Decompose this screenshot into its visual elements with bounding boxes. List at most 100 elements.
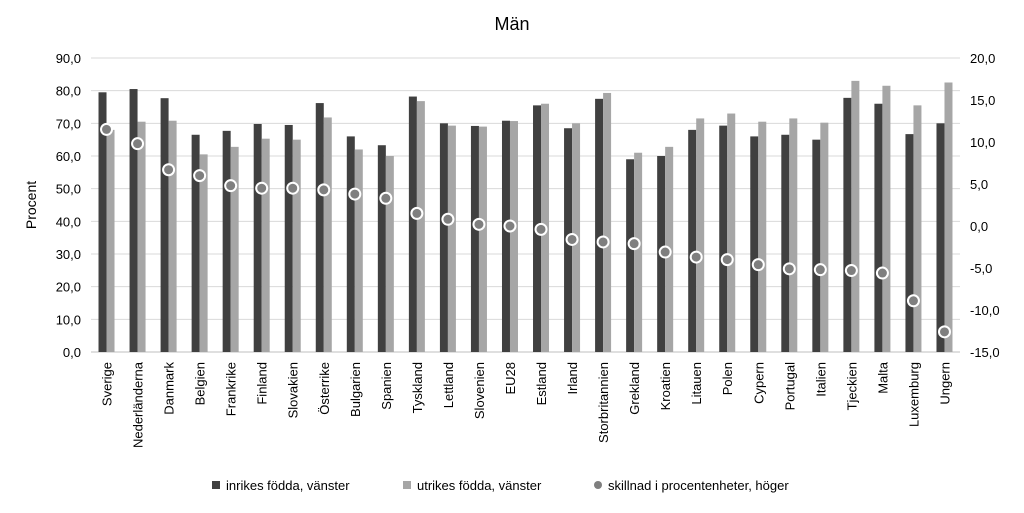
bar-inrikes	[905, 134, 914, 352]
difference-point	[348, 187, 362, 201]
category-label: Nederländerna	[131, 361, 146, 448]
right-tick-label: -10,0	[970, 303, 1000, 318]
difference-point	[596, 235, 610, 249]
bar-inrikes	[719, 125, 728, 353]
left-tick-label: 20,0	[56, 280, 81, 295]
bar-utrikes	[168, 120, 177, 352]
left-tick-label: 30,0	[56, 247, 81, 262]
bar-utrikes	[230, 146, 239, 352]
left-tick-label: 80,0	[56, 84, 81, 99]
legend: inrikes födda, vänster utrikes födda, vän…	[212, 478, 789, 493]
category-label: Luxemburg	[906, 362, 921, 427]
legend-swatch	[594, 481, 602, 489]
category-label: Bulgarien	[348, 362, 363, 417]
right-axis-ticks: -15,0 -10,0 -5,0 0,0 5,0 10,0 15,0 20,0	[970, 51, 1000, 360]
category-label: Tyskland	[410, 362, 425, 413]
category-label: Lettland	[441, 362, 456, 408]
category-labels: Sverige Nederländerna Danmark Belgien Frankr…	[100, 361, 953, 448]
category-label: Österrike	[317, 362, 332, 415]
legend-swatch	[212, 481, 220, 489]
bar-utrikes	[820, 122, 829, 353]
bar-inrikes	[688, 129, 697, 352]
difference-point	[906, 294, 920, 308]
difference-point	[658, 245, 672, 259]
chart-title: Män	[494, 14, 529, 34]
bar-inrikes	[750, 136, 759, 352]
bar-inrikes	[936, 123, 945, 352]
right-tick-label: 20,0	[970, 51, 995, 66]
left-tick-label: 50,0	[56, 182, 81, 197]
difference-point	[379, 191, 393, 205]
bars	[98, 80, 953, 353]
difference-point	[627, 237, 641, 251]
category-label: Slovakien	[286, 362, 301, 418]
category-label: Belgien	[193, 362, 208, 405]
bar-inrikes	[98, 92, 107, 353]
difference-point	[844, 264, 858, 278]
difference-point	[720, 253, 734, 267]
category-label: Irland	[565, 362, 580, 395]
category-label: Italien	[813, 362, 828, 397]
bar-utrikes	[199, 154, 208, 352]
bar-utrikes	[727, 113, 736, 353]
gridlines	[91, 57, 960, 353]
bar-inrikes	[129, 89, 138, 353]
bar-inrikes	[222, 130, 231, 352]
bar-utrikes	[851, 80, 860, 352]
difference-point	[937, 325, 951, 339]
bar-utrikes	[292, 139, 301, 352]
left-tick-label: 0,0	[63, 345, 81, 360]
points	[100, 122, 951, 339]
y-axis-label: Procent	[23, 181, 39, 229]
bar-utrikes	[354, 149, 363, 352]
bar-utrikes	[758, 121, 767, 352]
bar-inrikes	[843, 97, 852, 352]
right-tick-label: -15,0	[970, 345, 1000, 360]
difference-point	[503, 219, 517, 233]
difference-point	[317, 183, 331, 197]
bar-inrikes	[346, 136, 355, 352]
bar-inrikes	[626, 159, 635, 352]
difference-point	[875, 266, 889, 280]
left-tick-label: 60,0	[56, 149, 81, 164]
category-label: Sverige	[100, 362, 115, 406]
difference-point	[689, 250, 703, 264]
bar-inrikes	[377, 145, 386, 352]
bar-utrikes	[416, 101, 425, 353]
difference-point	[410, 206, 424, 220]
bar-inrikes	[160, 98, 169, 353]
category-label: Grekland	[627, 362, 642, 415]
bar-utrikes	[882, 85, 891, 353]
bar-inrikes	[470, 125, 479, 353]
category-label: Storbritannien	[596, 362, 611, 443]
right-tick-label: 0,0	[970, 219, 988, 234]
bar-inrikes	[501, 120, 510, 352]
left-tick-label: 70,0	[56, 116, 81, 131]
category-label: Malta	[875, 361, 890, 394]
bar-inrikes	[315, 103, 324, 352]
bar-inrikes	[595, 98, 604, 352]
difference-point	[224, 179, 238, 193]
bar-inrikes	[874, 103, 883, 352]
bar-utrikes	[261, 138, 270, 352]
category-label: Kroatien	[658, 362, 673, 410]
bar-utrikes	[789, 118, 798, 352]
category-label: Spanien	[379, 362, 394, 410]
difference-point	[751, 258, 765, 272]
legend-label: inrikes födda, vänster	[226, 478, 350, 493]
bar-utrikes	[447, 125, 456, 353]
difference-point	[162, 163, 176, 177]
legend-swatch	[403, 481, 411, 489]
bar-utrikes	[137, 121, 146, 352]
bar-inrikes	[191, 134, 200, 352]
category-label: Estland	[534, 362, 549, 405]
category-label: EU28	[503, 362, 518, 395]
difference-point	[813, 263, 827, 277]
bar-utrikes	[696, 118, 705, 352]
difference-point	[255, 181, 269, 195]
bar-inrikes	[408, 96, 417, 353]
right-tick-label: 5,0	[970, 177, 988, 192]
legend-label: utrikes födda, vänster	[417, 478, 542, 493]
bar-utrikes	[944, 82, 953, 352]
